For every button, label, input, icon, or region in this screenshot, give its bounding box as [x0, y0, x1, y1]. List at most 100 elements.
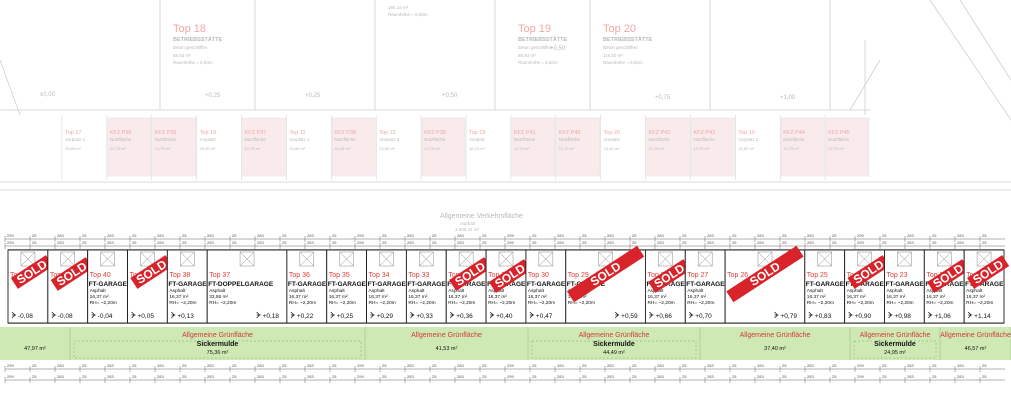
garage-room-height: RH= ~2,20m	[568, 300, 595, 306]
garage-level: +0,98	[894, 313, 911, 320]
parking-stall-name: KFZ P41	[514, 130, 536, 136]
dimension-label: 25	[782, 374, 787, 379]
dimension-label: 25	[32, 374, 37, 379]
garage-floor: Asphalt	[448, 288, 465, 294]
garage-room-height: RH= ~2,20m	[289, 300, 316, 306]
dimension-label: 283	[907, 233, 914, 238]
parking-stall-fill	[152, 117, 196, 177]
garage-floor: Asphalt	[807, 288, 824, 294]
garage-floor: Asphalt	[408, 288, 425, 294]
garage-outline	[206, 249, 288, 324]
green-area-label: Allgemeine Grünfläche	[940, 332, 1011, 339]
dimension-label: 25	[282, 374, 287, 379]
dimension-label: 25	[532, 233, 537, 238]
level-icon	[410, 311, 415, 319]
dimension-label: 25	[282, 233, 287, 238]
level-icon	[529, 311, 534, 319]
dimension-label: 25	[132, 363, 137, 368]
garage-room-height: RH= ~2,20m	[90, 300, 117, 306]
garage-floor: Asphalt	[528, 288, 545, 294]
level-icon	[649, 311, 654, 319]
upper-level-mark: +0,50	[442, 93, 458, 99]
garage-level: +1,14	[974, 313, 991, 320]
dimension-label: 25	[182, 233, 187, 238]
garage-title: FT-GARAGE	[527, 281, 566, 288]
garage-floor: Asphalt	[90, 288, 107, 294]
upper-room-label: BETRIEBSSTÄTTE	[603, 36, 653, 43]
parking-stall-name: KFZ P35	[155, 130, 177, 136]
parking-stall-fill	[691, 117, 735, 177]
door-marker	[897, 251, 912, 267]
garage-title: FT-GARAGE	[447, 281, 486, 288]
parking-stall-name: KFZ P37	[245, 130, 267, 136]
garage-top-label: Top 30	[528, 272, 549, 279]
dimension-label: 283	[957, 233, 964, 238]
garage-level: -0,08	[58, 313, 73, 320]
parking-stall-fill	[646, 117, 690, 177]
garage-floor: Asphalt	[847, 288, 864, 294]
garage-area: 16,37 m²	[408, 294, 427, 300]
garage-floor: Asphalt	[289, 288, 306, 294]
dimension-label: 25	[732, 363, 737, 368]
garage-level: +1,06	[934, 313, 951, 320]
dimension-label: 25	[982, 374, 987, 379]
dimension-label: 25	[832, 233, 837, 238]
parking-stall-name: Top 10	[738, 130, 755, 136]
dimension-label: 299	[7, 240, 14, 245]
sold-banner-bg	[726, 245, 804, 303]
dimension-label: 283	[157, 240, 164, 245]
dimension-label: 283	[57, 233, 64, 238]
dimension-label: 283	[407, 233, 414, 238]
dimension-label: 25	[532, 374, 537, 379]
green-area-sub: Sickermulde	[593, 341, 635, 348]
dimension-label: 25	[482, 233, 487, 238]
parking-stall-type: Vorplatz 2	[65, 137, 86, 142]
dimension-label: 283	[757, 233, 764, 238]
dimension-label: 283	[257, 374, 264, 379]
door-marker	[339, 251, 354, 267]
upper-room-height: Raumhöhe = 6,50m	[603, 60, 643, 65]
door-marker	[60, 251, 76, 267]
dimension-label: 25	[182, 240, 187, 245]
garage-outline	[166, 249, 208, 324]
dimension-label: 25	[482, 374, 487, 379]
level-icon	[370, 311, 375, 319]
dimension-label: 283	[957, 374, 964, 379]
parking-stall-area: 25,80 m²	[289, 146, 305, 151]
level-icon	[449, 311, 455, 319]
dimension-label: 283	[207, 374, 214, 379]
dimension-label: 25	[332, 374, 337, 379]
door-marker	[936, 251, 952, 267]
parking-stall-type: Nutzfläche	[649, 137, 671, 142]
parking-stall-fill	[825, 117, 870, 177]
